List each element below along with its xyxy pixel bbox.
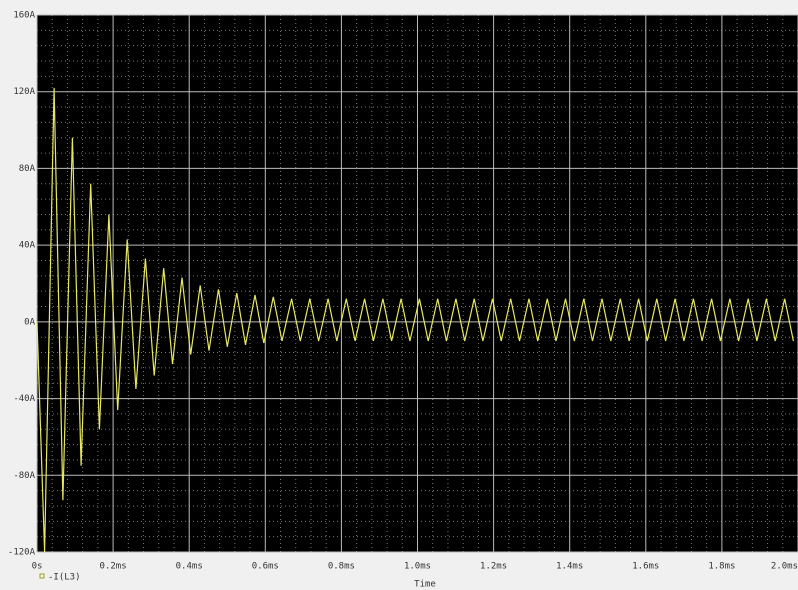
y-tick-label: 160A — [13, 11, 35, 21]
x-tick-label: 1.2ms — [480, 562, 507, 572]
y-tick-label: 120A — [13, 87, 35, 97]
y-tick-label: -40A — [13, 394, 35, 404]
y-tick-label: 40A — [19, 241, 36, 251]
legend-marker — [39, 573, 45, 579]
x-tick-label: 1.4ms — [556, 562, 583, 572]
x-tick-label: 1.0ms — [404, 562, 431, 572]
x-tick-label: 1.8ms — [708, 562, 735, 572]
x-tick-label: 1.6ms — [632, 562, 659, 572]
x-tick-label: 0s — [32, 562, 43, 572]
x-tick-label: 2.0ms — [771, 562, 798, 572]
x-tick-label: 0.6ms — [252, 562, 279, 572]
y-tick-label: -80A — [13, 471, 35, 481]
x-tick-label: 0.4ms — [176, 562, 203, 572]
x-tick-label: 0.8ms — [328, 562, 355, 572]
legend-label: -I(L3) — [48, 573, 81, 583]
y-tick-label: 80A — [19, 164, 36, 174]
y-tick-label: 0A — [24, 317, 35, 327]
y-tick-label: -120A — [8, 548, 36, 558]
x-tick-label: 0.2ms — [100, 562, 127, 572]
series-line — [36, 87, 794, 553]
x-axis-label: Time — [414, 580, 436, 590]
